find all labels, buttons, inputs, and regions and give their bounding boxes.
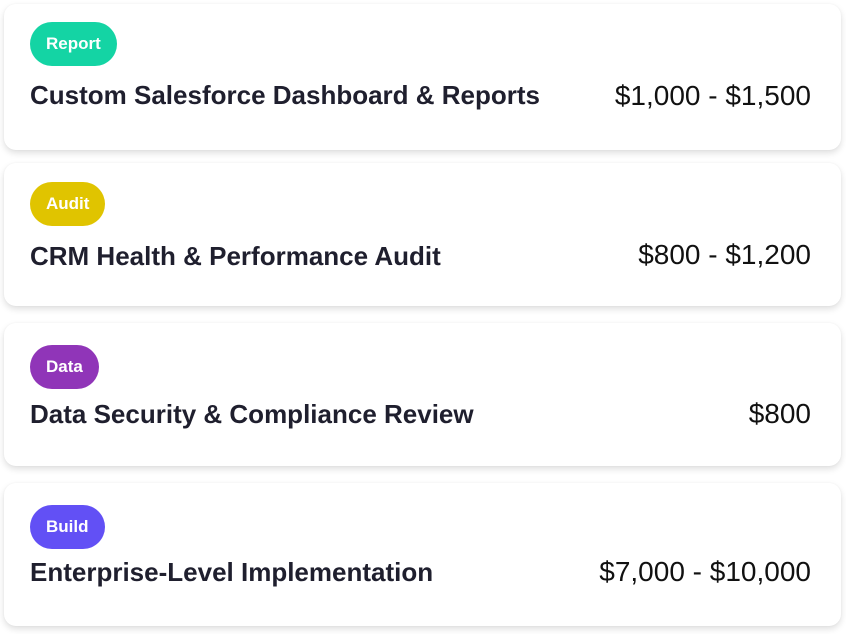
service-price: $1,000 - $1,500 [614, 80, 811, 111]
service-title: Custom Salesforce Dashboard & Reports [30, 80, 541, 110]
category-badge-audit: Audit [30, 182, 106, 226]
service-card-audit[interactable]: Audit CRM Health & Performance Audit $80… [4, 163, 841, 306]
service-card-build[interactable]: Build Enterprise-Level Implementation $7… [4, 483, 841, 626]
service-title: Data Security & Compliance Review [30, 399, 474, 429]
service-card-report[interactable]: Report Custom Salesforce Dashboard & Rep… [4, 4, 841, 150]
service-title: CRM Health & Performance Audit [30, 241, 441, 271]
service-card-data[interactable]: Data Data Security & Compliance Review $… [4, 323, 841, 466]
service-price: $800 [748, 398, 811, 429]
category-badge-report: Report [30, 22, 117, 66]
service-price: $800 - $1,200 [638, 239, 811, 270]
service-price: $7,000 - $10,000 [599, 556, 811, 587]
category-badge-data: Data [30, 345, 99, 389]
category-badge-build: Build [30, 505, 105, 549]
service-title: Enterprise-Level Implementation [30, 557, 434, 587]
